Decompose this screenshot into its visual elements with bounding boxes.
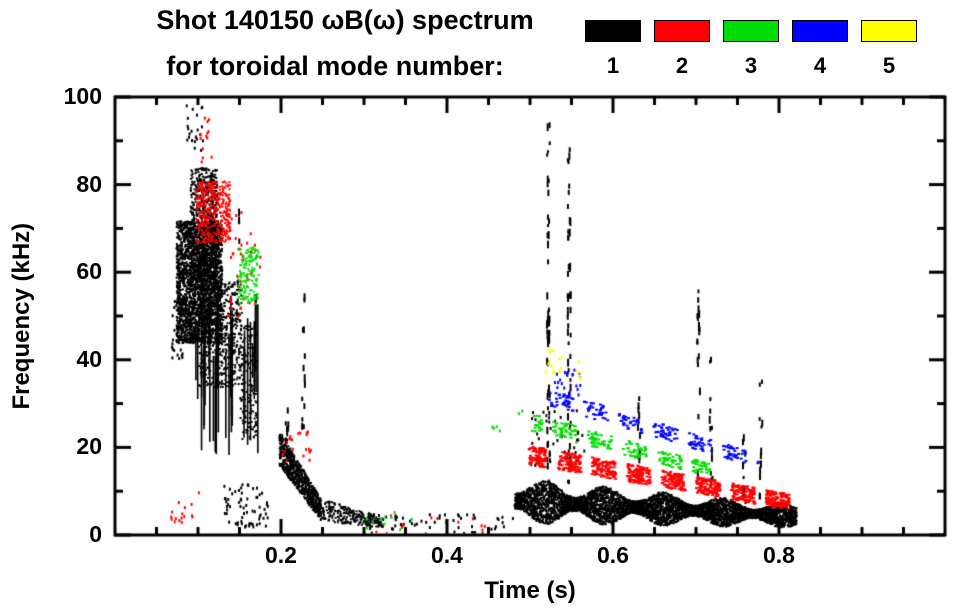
- x-tick-label-02: 0.2: [265, 542, 297, 568]
- title-line2: for toroidal mode number:: [166, 51, 504, 81]
- y-tick-label-60: 60: [76, 258, 102, 284]
- x-tick-label-06: 0.6: [597, 542, 629, 568]
- x-tick-label-04: 0.4: [431, 542, 463, 568]
- y-tick-label-20: 20: [76, 433, 102, 459]
- legend-swatch-n2: [654, 20, 710, 42]
- legend-label-n3: 3: [744, 53, 758, 78]
- legend-label-n1: 1: [606, 53, 620, 78]
- legend-swatch-n4: [792, 20, 848, 42]
- y-tick-label-0: 0: [89, 521, 102, 547]
- legend-swatch-n5: [861, 20, 917, 42]
- y-tick-label-80: 80: [76, 171, 102, 197]
- title-line1: Shot 140150 ωB(ω) spectrum: [156, 5, 534, 35]
- y-tick-label-40: 40: [76, 346, 102, 372]
- legend-label-n5: 5: [882, 53, 896, 78]
- legend-label-n2: 2: [675, 53, 689, 78]
- legend-swatch-n1: [585, 20, 641, 42]
- y-tick-label-100: 100: [63, 83, 102, 109]
- legend-swatch-n3: [723, 20, 779, 42]
- y-axis-title: Frequency (kHz): [7, 222, 35, 410]
- x-tick-label-08: 0.8: [763, 542, 795, 568]
- x-axis-title: Time (s): [484, 577, 576, 604]
- legend-label-n4: 4: [813, 53, 827, 78]
